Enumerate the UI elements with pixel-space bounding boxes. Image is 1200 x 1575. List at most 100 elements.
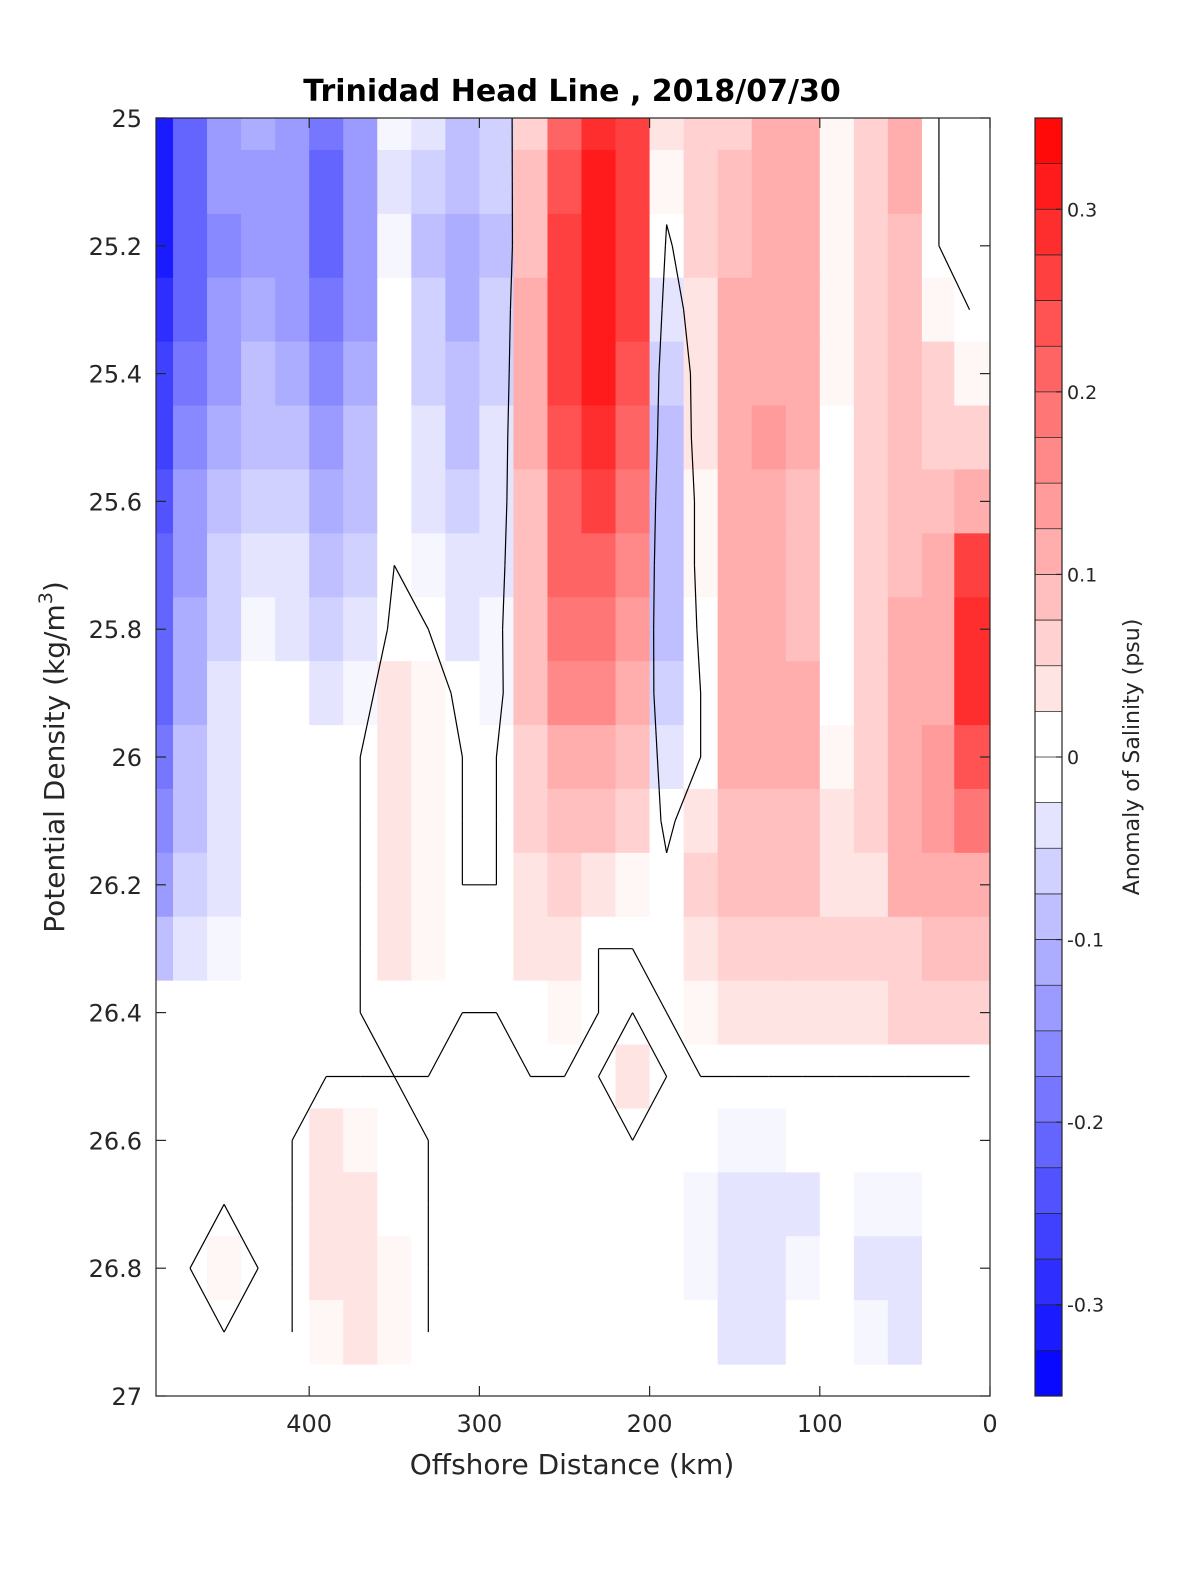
heatmap-cell — [887, 597, 923, 662]
y-tick-label: 25 — [111, 105, 142, 133]
y-axis-label-sup: 3 — [35, 592, 57, 604]
heatmap-cell — [785, 852, 821, 918]
heatmap-cell — [683, 533, 719, 598]
colorbar-tick-label: 0.3 — [1067, 199, 1097, 221]
heatmap-cell — [547, 1108, 583, 1173]
colorbar-segment — [1035, 848, 1062, 895]
y-axis-label-close: ) — [38, 581, 71, 592]
x-tick-label: 300 — [456, 1410, 502, 1438]
heatmap-cell — [751, 1108, 787, 1173]
heatmap-cell — [921, 341, 955, 407]
heatmap-cell — [581, 852, 617, 918]
colorbar-tick-label: 0.2 — [1067, 382, 1097, 404]
heatmap-cell — [785, 469, 821, 534]
heatmap-cell — [173, 149, 208, 215]
heatmap-cell — [547, 1236, 583, 1301]
colorbar-segment — [1035, 437, 1062, 484]
heatmap-cell — [921, 1172, 955, 1237]
y-tick-label: 26.4 — [89, 1000, 142, 1028]
heatmap-cell — [887, 1300, 923, 1365]
colorbar — [1035, 117, 1062, 1397]
heatmap-cell — [479, 661, 515, 726]
contour-segment — [598, 1012, 634, 1077]
heatmap-cell — [785, 1172, 821, 1237]
contour-segment — [223, 1204, 259, 1269]
heatmap-cell — [343, 277, 378, 343]
heatmap-cell — [309, 118, 344, 151]
heatmap-cell — [411, 661, 446, 726]
heatmap-cell — [921, 788, 955, 854]
heatmap-cell — [275, 341, 310, 407]
heatmap-cell — [207, 405, 242, 471]
heatmap-cell — [683, 213, 719, 279]
heatmap-cells — [156, 118, 990, 1365]
heatmap-cell — [785, 1300, 821, 1365]
heatmap-cell — [207, 597, 242, 662]
heatmap-cell — [156, 916, 174, 982]
colorbar-segment — [1035, 1030, 1062, 1077]
heatmap-cell — [615, 852, 651, 918]
contour-segment — [507, 373, 510, 438]
heatmap-cell — [513, 661, 549, 726]
heatmap-cell — [683, 1172, 719, 1237]
heatmap-cell — [717, 916, 753, 982]
heatmap-cell — [921, 277, 955, 343]
heatmap-cell — [819, 788, 855, 854]
heatmap-cell — [853, 277, 889, 343]
heatmap-cell — [853, 597, 889, 662]
heatmap-cell — [954, 1172, 990, 1237]
heatmap-cell — [547, 661, 583, 726]
colorbar-tick-label: -0.1 — [1067, 930, 1104, 952]
heatmap-cell — [921, 1300, 955, 1365]
contour-segment — [693, 565, 698, 630]
heatmap-cell — [173, 916, 208, 982]
heatmap-cell — [751, 341, 787, 407]
heatmap-cell — [445, 1044, 480, 1110]
heatmap-cell — [547, 597, 583, 662]
heatmap-cell — [173, 213, 208, 279]
contour-segment — [671, 245, 685, 310]
heatmap-cell — [547, 788, 583, 854]
heatmap-cell — [785, 405, 821, 471]
heatmap-cell — [156, 1300, 174, 1365]
heatmap-cell — [649, 1236, 685, 1301]
y-tick-label: 26.8 — [89, 1255, 142, 1283]
heatmap-cell — [819, 661, 855, 726]
heatmap-cell — [411, 277, 446, 343]
heatmap-cell — [241, 533, 276, 598]
heatmap-cell — [887, 149, 923, 215]
heatmap-cell — [173, 1044, 208, 1110]
heatmap-cell — [887, 661, 923, 726]
heatmap-cell — [156, 661, 174, 726]
colorbar-segment — [1035, 391, 1062, 438]
heatmap-cell — [954, 1300, 990, 1365]
x-tick-label: 100 — [797, 1410, 843, 1438]
heatmap-cell — [683, 916, 719, 982]
heatmap-cell — [207, 533, 242, 598]
heatmap-cell — [717, 533, 753, 598]
heatmap-cell — [751, 916, 787, 982]
heatmap-cell — [819, 1108, 855, 1173]
heatmap-cell — [343, 118, 378, 151]
contour-segment — [666, 820, 676, 854]
heatmap-cell — [343, 213, 378, 279]
heatmap-cell — [377, 788, 412, 854]
contour-segment — [938, 245, 971, 310]
heatmap-cell — [853, 1108, 889, 1173]
heatmap-cell — [275, 118, 310, 151]
heatmap-cell — [717, 213, 753, 279]
heatmap-cell — [241, 341, 276, 407]
colorbar-segment — [1035, 300, 1062, 347]
heatmap-cell — [921, 1108, 955, 1173]
heatmap-cell — [615, 405, 651, 471]
heatmap-cell — [156, 1044, 174, 1110]
heatmap-cell — [615, 1172, 651, 1237]
heatmap-cell — [207, 788, 242, 854]
heatmap-cell — [377, 725, 412, 790]
heatmap-cell — [513, 916, 549, 982]
heatmap-cell — [156, 1172, 174, 1237]
heatmap-cell — [853, 213, 889, 279]
colorbar-segment — [1035, 985, 1062, 1032]
heatmap-cell — [309, 661, 344, 726]
heatmap-cell — [411, 916, 446, 982]
